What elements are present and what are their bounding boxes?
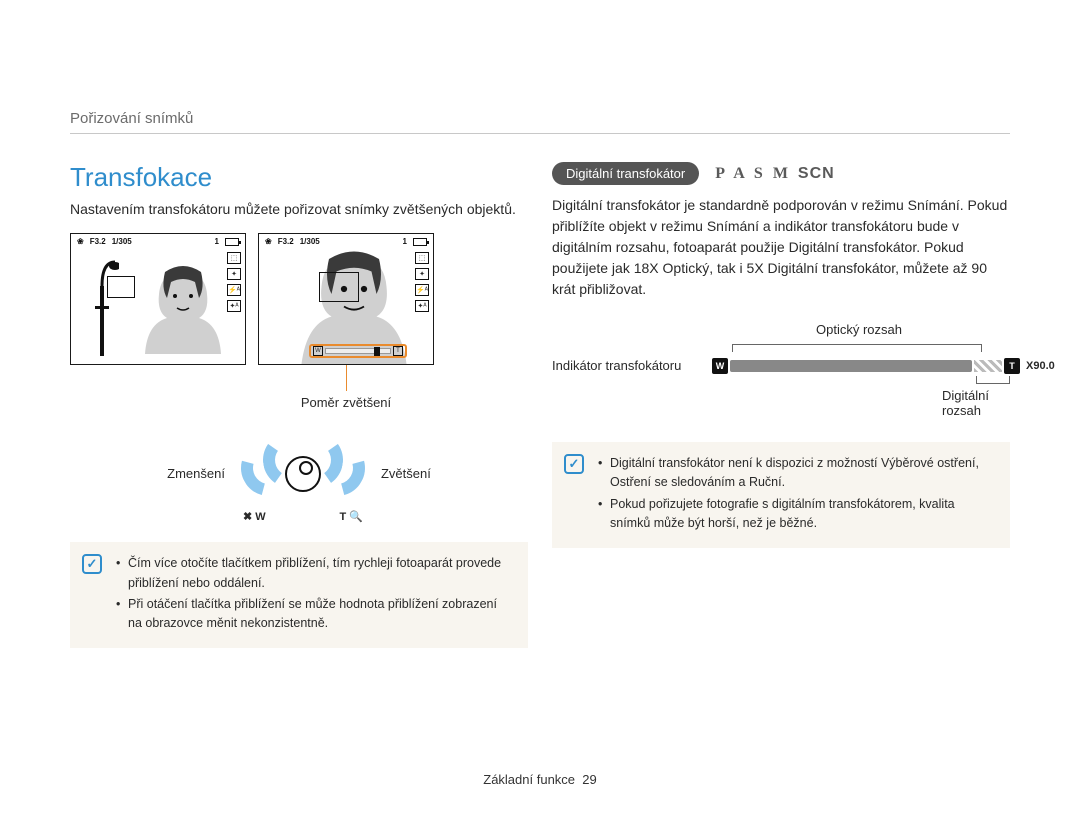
zoom-indicator-diagram: Optický rozsah Indikátor transfokátoru W… xyxy=(552,322,1010,408)
indicator-t-cap: T xyxy=(1004,358,1020,374)
osd-shutter: 1/305 xyxy=(112,237,132,246)
left-column: Transfokace Nastavením transfokátoru můž… xyxy=(70,162,528,648)
preview-wide-wrap: ❀ F3.2 1/305 1 ⬚ ✦ ⚡ᴬ ✦ᴬ xyxy=(70,233,246,410)
streetlamp-illustration xyxy=(85,256,119,356)
callout-line xyxy=(346,365,347,391)
section-title: Transfokace xyxy=(70,162,528,193)
zoom-dial-diagram: Zmenšení ✖W T🔍 Zvětšení xyxy=(70,438,528,508)
tip-item: Při otáčení tlačítka přiblížení se může … xyxy=(116,595,514,634)
optical-range-label: Optický rozsah xyxy=(816,322,902,337)
indicator-value: X90.0 xyxy=(1026,360,1055,372)
tip-item: Čím více otočíte tlačítkem přiblížení, t… xyxy=(116,554,514,593)
dial-knob-icon xyxy=(285,456,321,492)
osd-aperture: F3.2 xyxy=(90,237,106,246)
digital-range-label: Digitální rozsah xyxy=(942,388,1010,418)
tip-item: Digitální transfokátor není k dispozici … xyxy=(598,454,996,493)
footer-page: 29 xyxy=(582,772,596,787)
zoom-bar-highlighted: W T xyxy=(309,344,407,358)
page-footer: Základní funkce 29 xyxy=(0,772,1080,787)
dial-right-label: Zvětšení xyxy=(381,466,431,481)
tip-box-right: ✓ Digitální transfokátor není k dispozic… xyxy=(552,442,1010,548)
flower-icon: ❀ xyxy=(77,237,84,246)
osd-count: 1 xyxy=(215,237,219,246)
tip-box-left: ✓ Čím více otočíte tlačítkem přiblížení,… xyxy=(70,542,528,648)
indicator-w-cap: W xyxy=(712,358,728,374)
indicator-digital-zone xyxy=(974,360,1002,372)
preview-wide: ❀ F3.2 1/305 1 ⬚ ✦ ⚡ᴬ ✦ᴬ xyxy=(70,233,246,365)
dial-w: W xyxy=(255,511,265,523)
feature-description: Digitální transfokátor je standardně pod… xyxy=(552,195,1010,300)
footer-section: Základní funkce xyxy=(483,772,575,787)
dial-t: T xyxy=(340,511,347,523)
battery-icon xyxy=(225,238,239,246)
focus-square xyxy=(319,272,359,302)
feature-badge: Digitální transfokátor xyxy=(552,162,699,185)
zoom-t-cap: T xyxy=(393,346,403,356)
tip-item: Pokud pořizujete fotografie s digitálním… xyxy=(598,495,996,534)
right-column: Digitální transfokátor P A S M SCN Digit… xyxy=(552,162,1010,648)
intro-text: Nastavením transfokátoru můžete pořizova… xyxy=(70,199,528,219)
magnify-icon: 🔍 xyxy=(349,510,363,523)
info-icon: ✓ xyxy=(82,554,102,574)
mode-letters: P A S M SCN xyxy=(715,165,834,183)
info-icon: ✓ xyxy=(564,454,584,474)
indicator-label: Indikátor transfokátoru xyxy=(552,358,681,373)
person-illustration xyxy=(135,258,231,354)
ratio-label: Poměr zvětšení xyxy=(301,395,391,410)
preview-zoom-wrap: ❀ F3.2 1/305 1 ⬚ ✦ ⚡ᴬ ✦ᴬ xyxy=(258,233,434,410)
zoom-dial: ✖W T🔍 xyxy=(243,438,363,508)
focus-square xyxy=(107,276,135,298)
osd-top: ❀ F3.2 1/305 1 xyxy=(77,237,239,246)
dial-left-label: Zmenšení xyxy=(167,466,225,481)
indicator-optical-track xyxy=(730,360,972,372)
zoom-w-cap: W xyxy=(313,346,323,356)
flower-icon: ❀ xyxy=(265,237,272,246)
minus-icon: ✖ xyxy=(243,510,252,523)
preview-zoom: ❀ F3.2 1/305 1 ⬚ ✦ ⚡ᴬ ✦ᴬ xyxy=(258,233,434,365)
breadcrumb: Pořizování snímků xyxy=(70,110,1010,134)
